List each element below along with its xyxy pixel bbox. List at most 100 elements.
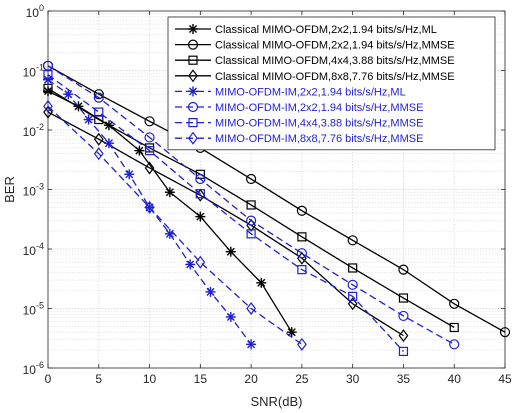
marker-square-point <box>297 265 307 275</box>
marker-circle-point <box>144 116 155 127</box>
marker-star-point <box>256 277 267 288</box>
y-tick-label: 10-1 <box>23 63 44 80</box>
x-tick-label: 10 <box>143 372 157 386</box>
marker-diamond-point <box>347 297 358 311</box>
marker-square-legend <box>188 117 198 128</box>
marker-star-point <box>164 187 175 198</box>
marker-star-point <box>225 246 236 257</box>
marker-star-point <box>103 138 114 149</box>
marker-square-point <box>144 146 155 156</box>
x-tick-label: 15 <box>194 372 208 386</box>
marker-circle-point <box>93 89 104 100</box>
marker-star-legend <box>188 24 198 34</box>
series-line <box>47 74 404 352</box>
marker-circle-point <box>246 215 257 226</box>
legend-label: MIMO-OFDM-IM,4x4,3.88 bits/s/Hz,MMSE <box>215 118 423 130</box>
marker-circle-point <box>398 264 409 275</box>
marker-star-point <box>63 89 74 100</box>
y-axis-title: BER <box>2 176 17 203</box>
legend: Classical MIMO-OFDM,2x2,1.94 bits/s/Hz,M… <box>167 16 496 151</box>
legend-item: MIMO-OFDM-IM,4x4,3.88 bits/s/Hz,MMSE <box>175 118 423 130</box>
series-6 <box>42 60 460 350</box>
series-7 <box>43 70 409 357</box>
legend-item: MIMO-OFDM-IM,8x8,7.76 bits/s/Hz,MMSE <box>175 131 423 145</box>
marker-diamond-point <box>195 255 206 269</box>
marker-star-point <box>246 339 257 350</box>
legend-label: Classical MIMO-OFDM,4x4,3.88 bits/s/Hz,M… <box>215 55 455 67</box>
marker-diamond-point <box>246 218 256 232</box>
marker-circle-point <box>195 173 206 185</box>
marker-circle-point <box>296 248 307 259</box>
marker-star-point <box>225 311 236 322</box>
x-tick-label: 20 <box>244 372 258 386</box>
x-tick-label: 5 <box>95 372 102 386</box>
legend-item: Classical MIMO-OFDM,2x2,1.94 bits/s/Hz,M… <box>175 24 437 36</box>
legend-label: Classical MIMO-OFDM,2x2,1.94 bits/s/Hz,M… <box>215 24 437 36</box>
marker-square-point <box>246 229 256 239</box>
legend-item: MIMO-OFDM-IM,2x2,1.94 bits/s/Hz,MMSE <box>175 101 423 114</box>
marker-square-legend <box>188 55 198 65</box>
legend-label: Classical MIMO-OFDM,8x8,7.76 bits/s/Hz,M… <box>215 71 455 83</box>
marker-star-point <box>134 145 145 156</box>
legend-item: MIMO-OFDM-IM,2x2,1.94 bits/s/Hz,ML <box>175 86 406 98</box>
series-8 <box>43 99 307 351</box>
marker-square-point <box>297 232 307 242</box>
marker-square-point <box>398 293 409 303</box>
marker-circle-point <box>347 279 358 290</box>
marker-square-point <box>348 291 358 301</box>
marker-square-point <box>43 70 53 80</box>
series-line <box>47 87 455 329</box>
marker-diamond-legend <box>188 69 198 83</box>
marker-star-point <box>124 169 135 180</box>
marker-diamond-point <box>43 105 53 119</box>
legend-box <box>167 16 496 151</box>
x-tick-label: 35 <box>397 372 411 386</box>
marker-circle-point <box>449 339 460 350</box>
marker-diamond-point <box>93 132 104 146</box>
marker-star-point <box>185 259 196 270</box>
marker-diamond-point <box>398 329 409 343</box>
legend-label: MIMO-OFDM-IM,2x2,1.94 bits/s/Hz,MMSE <box>215 102 423 114</box>
series-line <box>47 105 303 345</box>
y-tick-label: 10-4 <box>23 241 44 258</box>
marker-circle-point <box>347 235 358 246</box>
marker-diamond-point <box>195 188 206 202</box>
y-tick-label: 10-2 <box>23 122 44 139</box>
y-tick-label: 100 <box>26 3 44 20</box>
legend-label: MIMO-OFDM-IM,2x2,1.94 bits/s/Hz,ML <box>215 86 406 98</box>
series-layer <box>42 60 511 357</box>
y-tick-label: 10-5 <box>23 301 44 318</box>
marker-circle-point <box>499 327 511 338</box>
legend-item: Classical MIMO-OFDM,2x2,1.94 bits/s/Hz,M… <box>175 39 455 52</box>
legend-item: Classical MIMO-OFDM,4x4,3.88 bits/s/Hz,M… <box>175 55 455 67</box>
marker-diamond-point <box>144 200 155 214</box>
marker-circle-point <box>93 92 104 103</box>
marker-star-point <box>43 74 53 85</box>
marker-diamond-point <box>43 99 53 113</box>
marker-star-point <box>286 327 297 338</box>
legend-label: MIMO-OFDM-IM,8x8,7.76 bits/s/Hz,MMSE <box>215 133 423 145</box>
marker-square-point <box>246 200 256 210</box>
marker-star-legend <box>188 86 198 97</box>
marker-diamond-point <box>297 337 307 351</box>
legend-label: Classical MIMO-OFDM,2x2,1.94 bits/s/Hz,M… <box>215 40 455 52</box>
x-axis-title: SNR(dB) <box>250 394 302 409</box>
x-tick-label: 25 <box>295 372 309 386</box>
marker-circle-point <box>398 310 409 322</box>
marker-circle-point <box>144 132 155 143</box>
series-line <box>47 65 506 333</box>
x-tick-label: 45 <box>498 372 512 386</box>
marker-diamond-point <box>144 161 155 175</box>
marker-circle-legend <box>187 101 199 113</box>
marker-circle-point <box>449 298 460 309</box>
marker-circle-point <box>296 205 307 216</box>
marker-circle-point <box>246 173 257 185</box>
marker-star-point <box>205 286 216 297</box>
marker-diamond-point <box>93 147 104 161</box>
x-tick-label: 0 <box>45 372 52 386</box>
legend-item: Classical MIMO-OFDM,8x8,7.76 bits/s/Hz,M… <box>175 69 455 83</box>
marker-circle-legend <box>187 39 199 50</box>
axis-ticks: 0 5 10 15 20 25 30 35 40 45 100 10-1 10-2 10-3 10-4 10-… <box>23 3 512 386</box>
